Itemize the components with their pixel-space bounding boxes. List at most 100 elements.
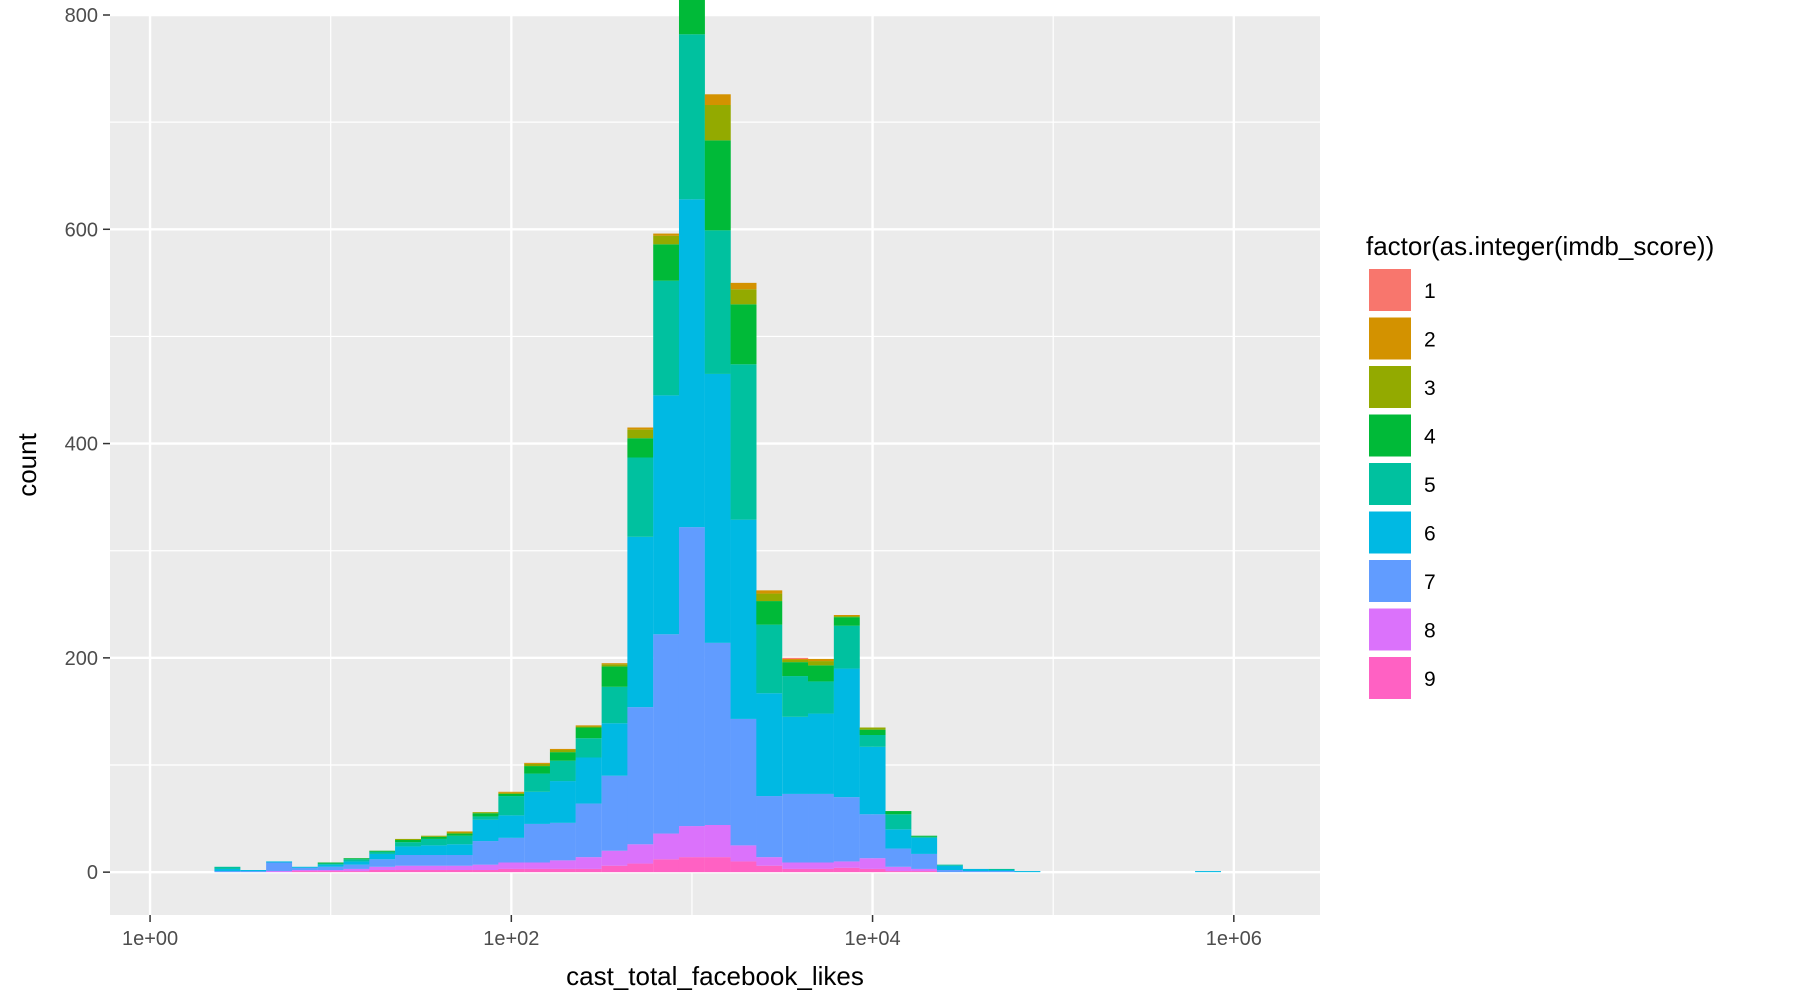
bar-segment-score-8: [808, 862, 834, 869]
bar-segment-score-8: [627, 844, 654, 864]
bar-segment-score-5: [782, 676, 809, 717]
bar-segment-score-3: [601, 664, 628, 667]
bar-segment-score-9: [911, 871, 938, 873]
bar-segment-score-9: [524, 868, 551, 873]
bar-segment-score-5: [988, 868, 1015, 870]
bar-segment-score-4: [369, 850, 396, 852]
bar-segment-score-5: [833, 625, 860, 669]
bar-segment-score-3: [395, 838, 421, 840]
bar-segment-score-6: [885, 829, 912, 849]
bar-segment-score-7: [575, 803, 602, 858]
bar-segment-score-6: [756, 693, 783, 797]
bar-segment-score-5: [704, 230, 731, 374]
bar-segment-score-3: [730, 289, 757, 305]
bar-segment-score-7: [240, 871, 267, 873]
bar-segment-score-4: [627, 438, 654, 458]
bar-segment-score-9: [601, 865, 628, 873]
bar-segment-score-5: [936, 864, 963, 866]
bar-segment-score-9: [730, 861, 757, 873]
bar-segment-score-4: [549, 752, 576, 761]
bar-segment-score-3: [756, 593, 783, 602]
bar-segment-score-6: [678, 199, 705, 528]
bar-segment-score-6: [782, 716, 809, 794]
bar-segment-score-7: [911, 853, 938, 869]
bar-segment-score-5: [653, 280, 680, 396]
bar-segment-score-7: [395, 855, 421, 866]
bar-segment-score-7: [369, 859, 396, 867]
bar-segment-score-2: [524, 762, 551, 764]
bar-segment-score-7: [782, 793, 809, 863]
y-axis: 0 200 400 600 800: [65, 5, 110, 884]
bar-segment-score-7: [472, 841, 499, 865]
bar-segment-score-8: [730, 845, 757, 862]
bar-segment-score-6: [627, 536, 654, 708]
legend-key-8: [1367, 606, 1413, 653]
bar-segment-score-4: [885, 811, 912, 815]
bar-segment-score-7: [653, 634, 680, 834]
bar-segment-score-4: [678, 0, 705, 35]
bar-segment-score-9: [343, 871, 370, 873]
bar-segment-score-8: [549, 860, 576, 869]
bar-segment-score-8: [446, 865, 473, 870]
bar-segment-score-6: [524, 791, 551, 824]
bar-segment-score-8: [266, 871, 293, 873]
bar-segment-score-3: [704, 105, 731, 141]
bar-segment-score-3: [653, 235, 680, 245]
bar-segment-score-4: [833, 617, 860, 626]
bar-segment-score-8: [885, 866, 912, 872]
bar-segment-score-4: [653, 244, 680, 281]
bar-segment-score-6: [291, 866, 318, 868]
bar-segment-score-2: [549, 748, 576, 750]
legend-key-2: [1367, 315, 1413, 362]
bar-segment-score-7: [756, 796, 783, 858]
legend-key-3: [1367, 364, 1413, 410]
bar-segment-score-8: [395, 865, 421, 870]
bar-segment-score-8: [601, 850, 628, 866]
y-tick-label: 800: [65, 5, 98, 27]
bar-segment-score-2: [833, 615, 860, 617]
y-axis-title: count: [12, 432, 42, 496]
bar-segment-score-7: [885, 848, 912, 867]
x-tick-label: 1e+00: [122, 928, 178, 950]
bar-segment-score-9: [833, 867, 860, 873]
bar-segment-score-5: [575, 738, 602, 758]
x-axis-title: cast_total_facebook_likes: [566, 961, 864, 991]
bar-segment-score-6: [420, 845, 447, 855]
bar-segment-score-6: [369, 853, 396, 860]
legend-label-6: 6: [1424, 523, 1436, 546]
bar-segment-score-7: [808, 793, 834, 863]
bar-segment-score-6: [859, 746, 886, 815]
legend-key-6: [1367, 509, 1413, 556]
legend: factor(as.integer(imdb_score)) 1 2 3 4 5 6 7 8 9: [1366, 231, 1714, 701]
x-tick-label: 1e+06: [1206, 928, 1262, 950]
bar-segment-score-7: [627, 707, 654, 845]
bar-segment-score-3: [472, 812, 499, 814]
bar-segment-score-8: [653, 833, 680, 860]
bar-segment-score-6: [601, 723, 628, 776]
bar-segment-score-6: [498, 815, 525, 838]
bar-segment-score-2: [498, 791, 525, 793]
bar-segment-score-4: [524, 766, 551, 774]
bar-segment-score-4: [730, 304, 757, 365]
bar-segment-score-9: [575, 868, 602, 873]
bar-segment-score-8: [704, 825, 731, 858]
bar-segment-score-4: [395, 840, 421, 843]
bar-segment-score-4: [498, 793, 525, 797]
bar-segment-score-4: [472, 813, 499, 817]
bar-segment-score-5: [601, 686, 628, 724]
bar-segment-score-6: [240, 870, 267, 872]
bar-segment-score-3: [524, 763, 551, 767]
bar-segment-score-2: [808, 658, 834, 662]
bar-segment-score-6: [704, 373, 731, 643]
bar-segment-score-9: [446, 870, 473, 873]
bar-segment-score-5: [446, 835, 473, 845]
bar-segment-score-7: [214, 871, 241, 873]
bar-segment-score-8: [420, 865, 447, 870]
bar-segment-score-3: [808, 661, 834, 666]
legend-key-1: [1367, 267, 1413, 313]
bar-segment-score-7: [524, 823, 551, 863]
bar-segment-score-7: [859, 814, 886, 859]
legend-label-3: 3: [1424, 377, 1436, 400]
x-tick-label: 1e+04: [844, 928, 900, 950]
bar-segment-score-9: [808, 868, 834, 873]
